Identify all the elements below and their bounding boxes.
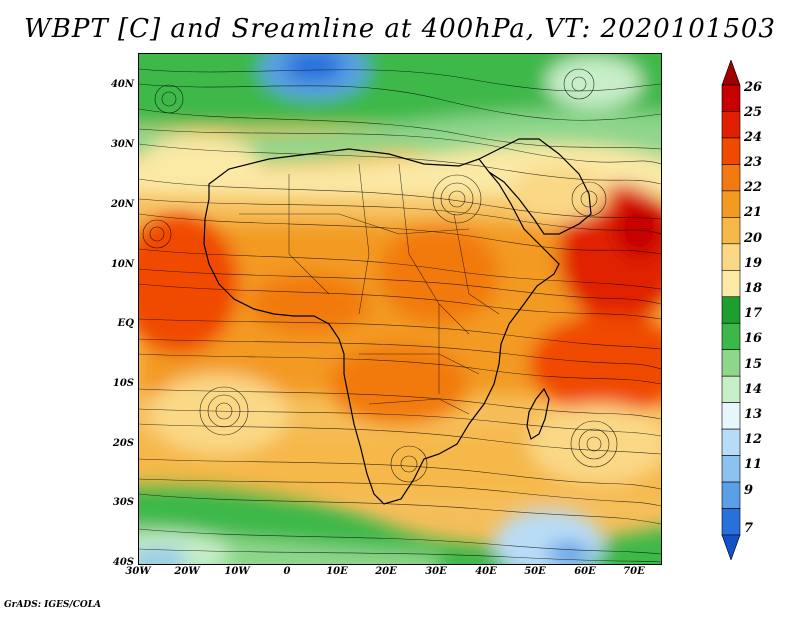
- colorbar-segment: [721, 217, 741, 245]
- lon-label-30e: 30E: [425, 566, 447, 577]
- colorbar-label-12: 12: [744, 432, 763, 447]
- lat-label-10s: 10S: [112, 378, 134, 389]
- lat-label-30n: 30N: [110, 139, 134, 150]
- lat-label-40s: 40S: [112, 557, 134, 568]
- colorbar-label-18: 18: [744, 281, 763, 296]
- colorbar-segment: [721, 508, 741, 536]
- grads-credit: GrADS: IGES/COLA: [4, 600, 102, 610]
- colorbar-label-25: 25: [744, 105, 763, 120]
- colorbar-label-22: 22: [744, 180, 763, 195]
- colorbar-segment: [721, 84, 741, 112]
- lon-label-20w: 20W: [174, 566, 200, 577]
- colorbar-top-arrow: [721, 60, 741, 86]
- colorbar-label-24: 24: [744, 130, 763, 145]
- colorbar-segment: [721, 322, 741, 351]
- colorbar-label-17: 17: [744, 306, 763, 321]
- colorbar-segment: [721, 455, 741, 483]
- colorbar-segment: [721, 428, 741, 456]
- colorbar-segment: [721, 243, 741, 271]
- colorbar-label-14: 14: [744, 382, 763, 397]
- lon-label-20e: 20E: [375, 566, 397, 577]
- lon-label-0: 0: [283, 566, 291, 577]
- colorbar-label-23: 23: [744, 155, 763, 170]
- map-title: WBPT [C] and Sreamline at 400hPa, VT: 20…: [24, 14, 776, 44]
- lon-label-40e: 40E: [475, 566, 497, 577]
- wbpt-field: [139, 54, 661, 564]
- lon-label-30w: 30W: [125, 566, 151, 577]
- colorbar-label-9: 9: [744, 483, 754, 498]
- colorbar-segment: [721, 269, 741, 298]
- map-panel: [138, 53, 662, 565]
- colorbar-segment: [721, 296, 741, 324]
- colorbar-segment: [721, 481, 741, 509]
- country-borders: [239, 163, 500, 415]
- lon-label-70e: 70E: [623, 566, 645, 577]
- lat-label-30s: 30S: [112, 497, 134, 508]
- colorbar-segment: [721, 111, 741, 139]
- lon-label-60e: 60E: [574, 566, 596, 577]
- colorbar: [721, 60, 741, 560]
- coastlines: [203, 138, 592, 505]
- lon-label-10e: 10E: [326, 566, 348, 577]
- colorbar-segment: [721, 164, 741, 192]
- lon-label-10w: 10W: [224, 566, 250, 577]
- colorbar-label-26: 26: [744, 80, 763, 95]
- lat-label-eq: EQ: [117, 318, 134, 329]
- colorbar-label-19: 19: [744, 256, 763, 271]
- colorbar-label-13: 13: [744, 407, 763, 422]
- lat-label-20s: 20S: [112, 438, 134, 449]
- lat-label-20n: 20N: [110, 199, 134, 210]
- colorbar-bottom-arrow: [721, 534, 741, 560]
- lat-label-40n: 40N: [110, 79, 134, 90]
- colorbar-label-20: 20: [744, 231, 763, 246]
- colorbar-segment: [721, 402, 741, 430]
- lon-label-50e: 50E: [524, 566, 546, 577]
- colorbar-segment: [721, 375, 741, 403]
- lat-label-10n: 10N: [110, 259, 134, 270]
- colorbar-label-15: 15: [744, 357, 763, 372]
- colorbar-segment: [721, 349, 741, 377]
- colorbar-segment: [721, 137, 741, 165]
- colorbar-label-21: 21: [744, 205, 763, 220]
- colorbar-label-16: 16: [744, 331, 763, 346]
- colorbar-segment: [721, 190, 741, 218]
- colorbar-label-7: 7: [744, 521, 754, 536]
- colorbar-label-11: 11: [744, 457, 763, 472]
